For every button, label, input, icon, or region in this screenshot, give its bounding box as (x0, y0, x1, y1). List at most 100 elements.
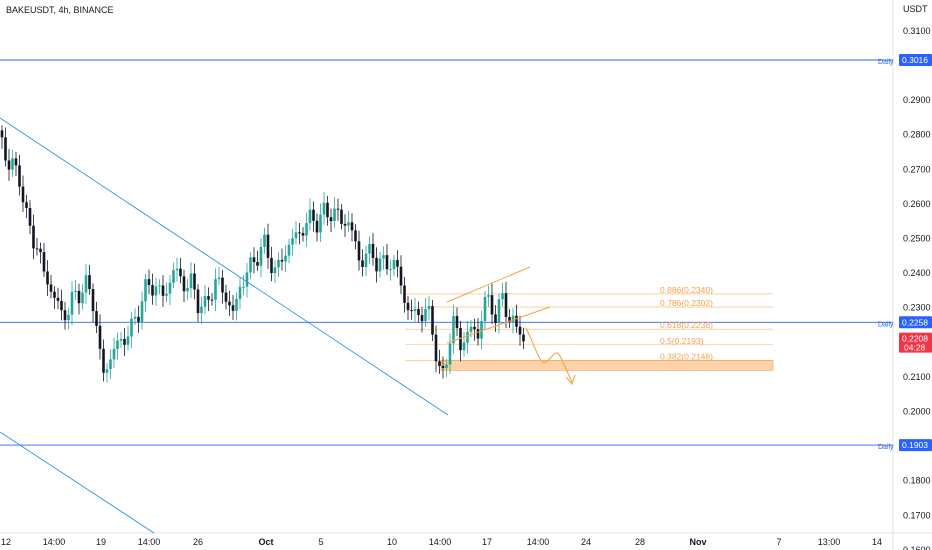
candle-body (109, 359, 112, 370)
candle-body (340, 209, 343, 224)
candle-body (259, 246, 263, 266)
candle-body (270, 257, 273, 273)
candle-body (105, 369, 109, 373)
time-tick-label: 12 (1, 537, 11, 547)
candle-body (350, 222, 354, 231)
time-tick-label: 10 (387, 537, 397, 547)
price-tick-label: 0.2600 (903, 199, 931, 209)
time-tick-label: 19 (96, 537, 106, 547)
candle-body (7, 160, 11, 170)
drop-arrow-head (565, 374, 576, 386)
candle-body (210, 299, 214, 301)
candle-body (494, 314, 497, 323)
daily-resistance-badge-text: 0.3016 (902, 55, 928, 65)
candle-body (193, 273, 196, 290)
candle-body (161, 285, 165, 296)
daily-mid-badge-text: 0.2258 (902, 317, 928, 327)
candle-body (375, 257, 378, 272)
time-tick-label: 17 (482, 537, 492, 547)
candle-body (508, 316, 511, 322)
candle-body (518, 326, 522, 335)
candle-body (256, 262, 259, 266)
candle-body (119, 338, 123, 341)
candle-body (238, 286, 242, 299)
candle-body (487, 295, 490, 297)
candle-body (385, 255, 389, 270)
candle-body (417, 308, 420, 316)
candle-body (0, 130, 4, 138)
candle-body (200, 306, 203, 314)
candle-body (389, 269, 392, 271)
candle-body (179, 268, 182, 277)
support-zone (440, 360, 774, 371)
candle-body (424, 309, 427, 322)
candle-body (413, 308, 417, 312)
time-tick-label: 7 (776, 537, 781, 547)
wedge-upper-line (446, 266, 531, 303)
candle-body (354, 230, 357, 242)
candle-body (56, 297, 60, 301)
fib-level-label: 0.382(0.2148) (660, 351, 713, 361)
time-tick-label: 14:00 (527, 537, 550, 547)
candle-body (399, 266, 403, 286)
candle-body (84, 275, 88, 293)
candle-body (32, 225, 35, 249)
time-tick-label: Nov (689, 537, 706, 547)
candle-body (434, 334, 438, 362)
candle-body (231, 305, 235, 311)
time-tick-label: Oct (258, 537, 273, 547)
candle-body (116, 340, 119, 349)
candle-body (196, 289, 200, 314)
candle-body (466, 331, 469, 343)
price-tick-label: 0.2500 (903, 234, 931, 244)
candle-body (459, 327, 462, 351)
candle-body (403, 285, 406, 303)
candle-body (452, 315, 455, 344)
candle-body (249, 257, 252, 273)
candle-body (168, 282, 172, 294)
candle-body (315, 220, 319, 233)
candle-body (522, 334, 525, 342)
candle-body (280, 259, 284, 262)
candle-body (515, 315, 518, 327)
candle-body (70, 292, 74, 315)
candle-body (154, 286, 158, 296)
candle-body (378, 258, 382, 272)
price-tick-label: 0.3100 (903, 26, 931, 36)
time-tick-label: 13:00 (818, 537, 841, 547)
daily-resistance-badge (899, 54, 932, 66)
candle-body (441, 366, 445, 369)
candle-body (214, 279, 217, 300)
candle-body (182, 276, 186, 292)
candle-body (469, 326, 473, 332)
candle-body (336, 208, 340, 210)
candle-body (137, 316, 140, 322)
candle-body (333, 208, 336, 222)
last-price-badge (899, 332, 932, 353)
candle-body (438, 361, 441, 367)
candle-body (126, 336, 130, 345)
candle-body (151, 284, 154, 296)
drop-arrow-path (525, 327, 573, 383)
candle-body (343, 223, 347, 226)
candle-body (371, 243, 375, 258)
candle-body (382, 255, 385, 259)
candle-body (81, 292, 84, 304)
candle-body (186, 287, 189, 292)
wedge-lower-line (446, 306, 551, 344)
candle-body (427, 306, 431, 310)
candle-body (410, 310, 413, 312)
candle-body (305, 223, 308, 236)
candle-body (361, 260, 364, 267)
candle-body (18, 165, 21, 187)
candle-body (112, 348, 116, 360)
price-tick-label: 0.2400 (903, 268, 931, 278)
candle-body (67, 314, 70, 321)
candle-body (172, 270, 175, 283)
candle-body (504, 293, 508, 317)
candle-body (476, 329, 480, 339)
candle-body (49, 284, 53, 292)
daily-support-label: Daily (878, 444, 894, 451)
